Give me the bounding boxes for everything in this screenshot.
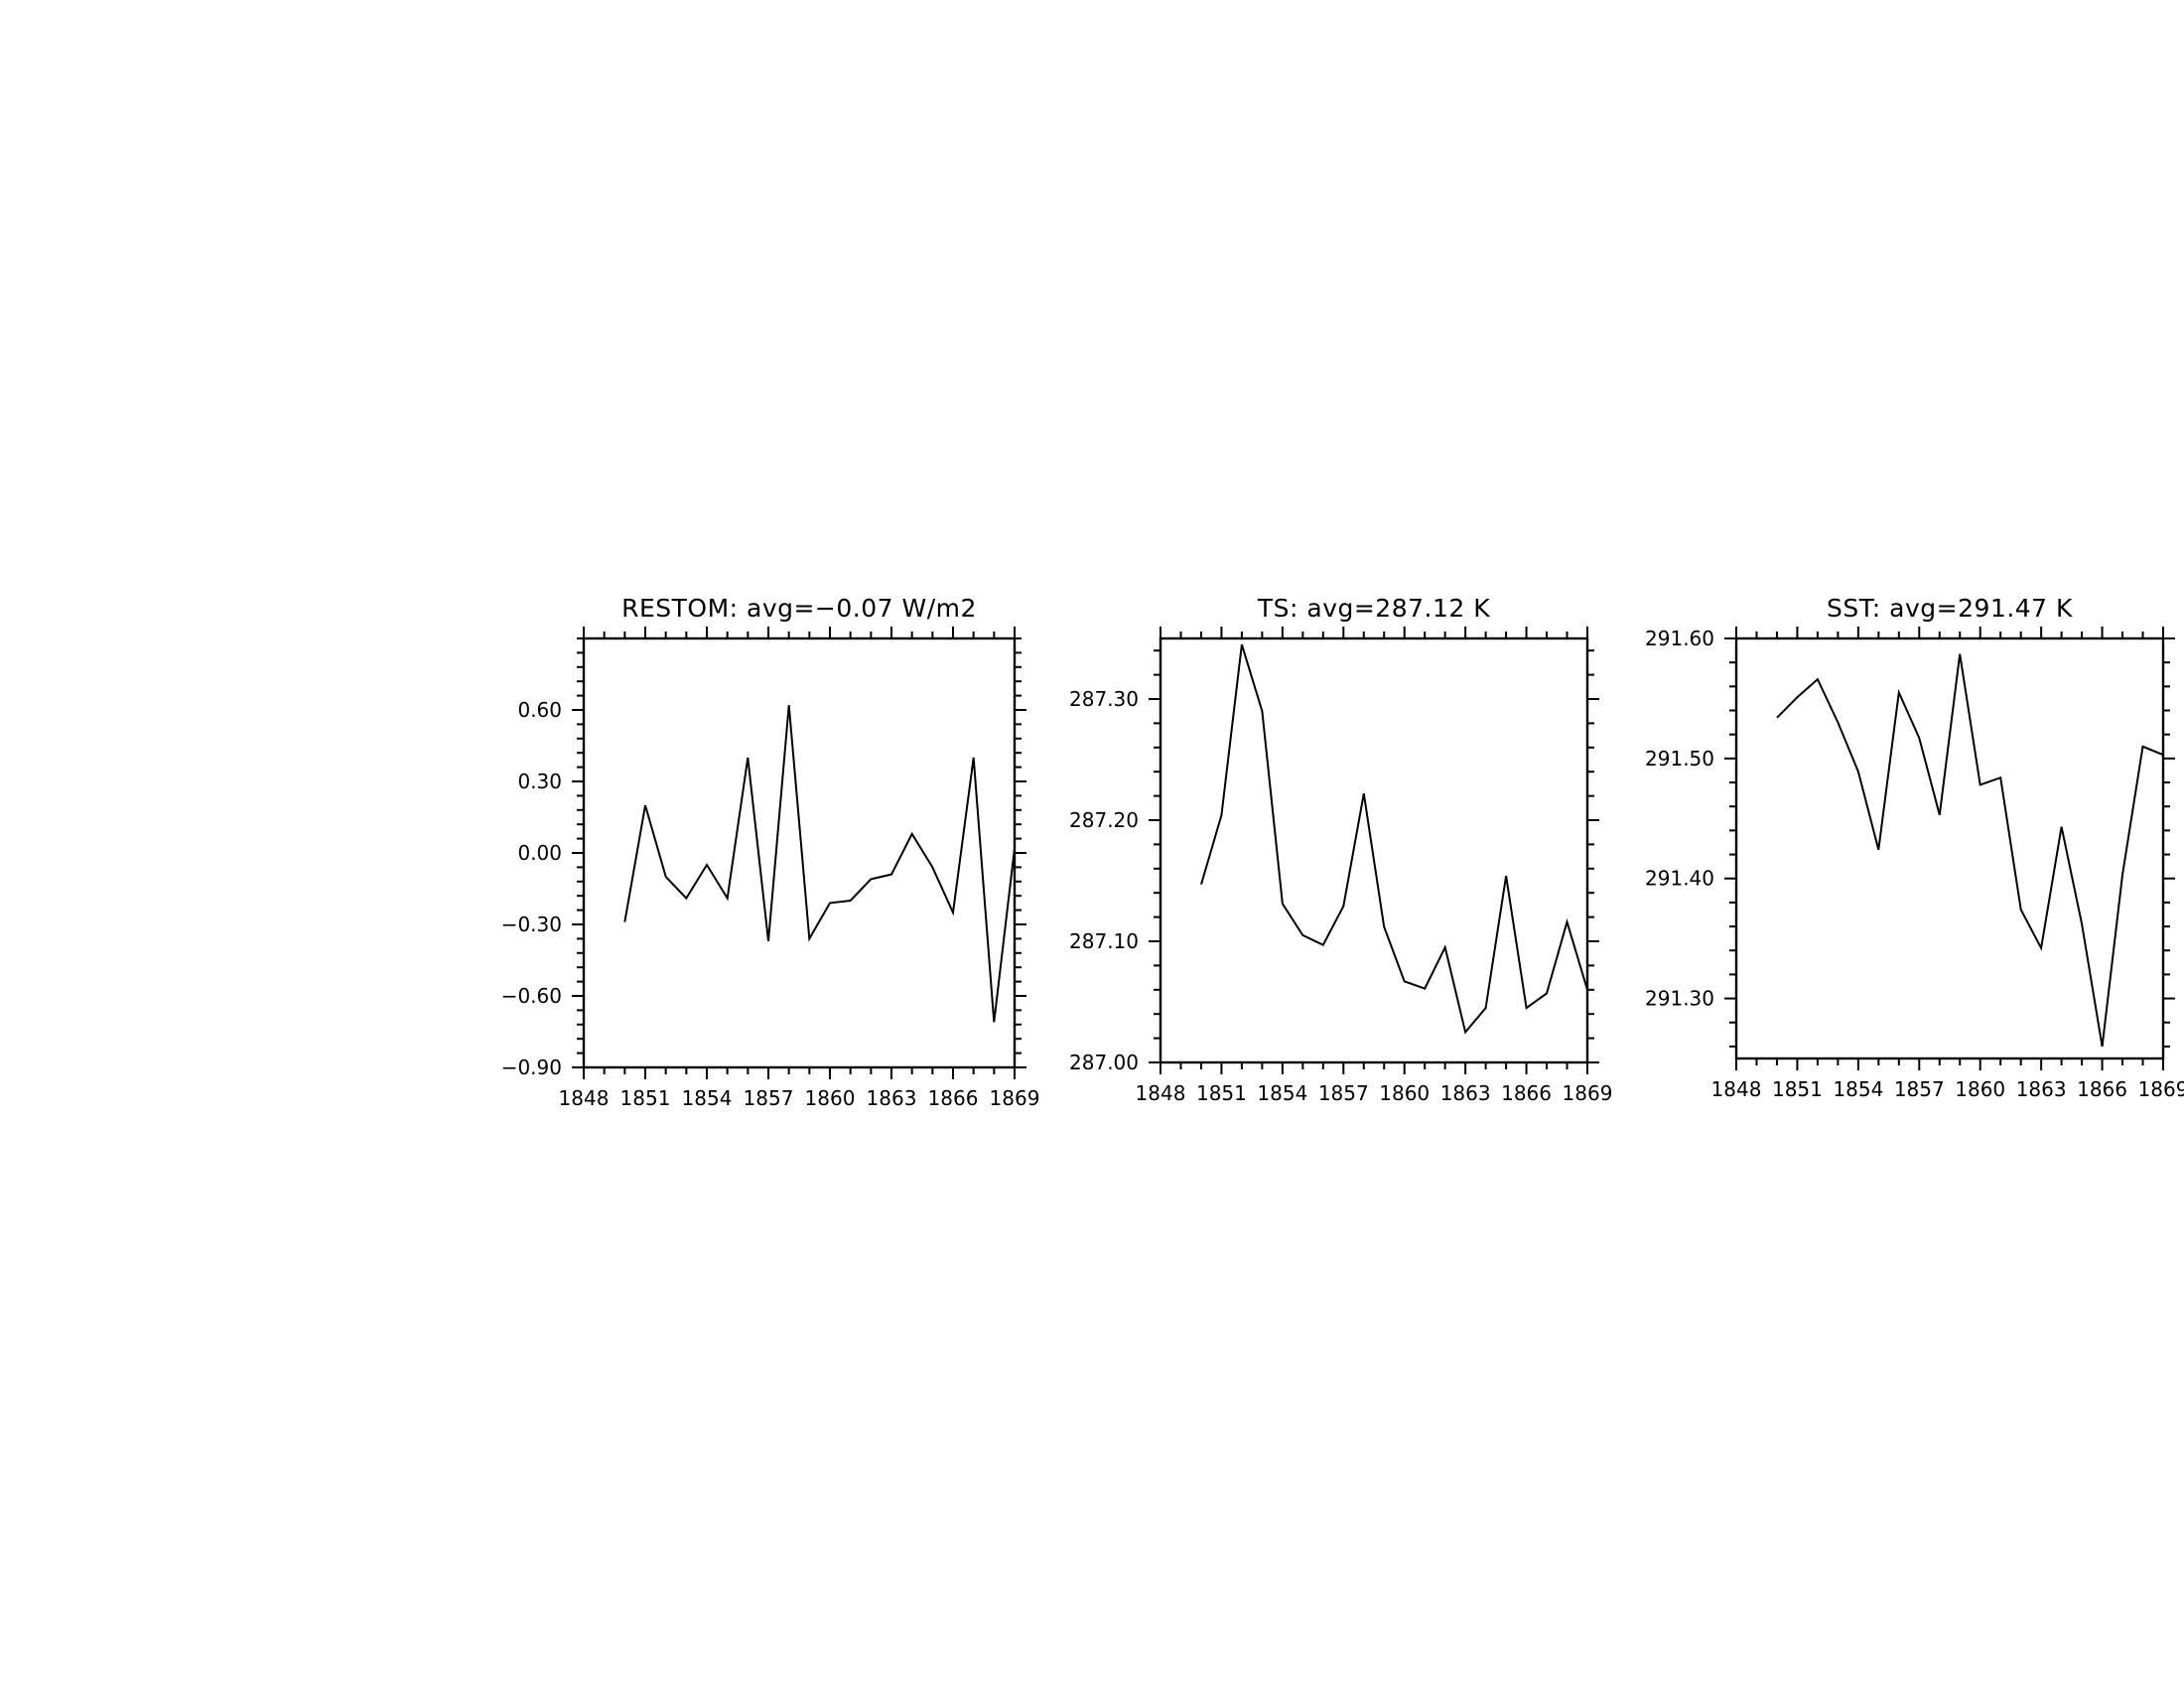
x-tick-label: 1851	[1196, 1081, 1247, 1105]
y-tick-label: 291.50	[1645, 747, 1714, 771]
x-tick-label: 1863	[867, 1086, 917, 1110]
x-tick-label: 1866	[1501, 1081, 1552, 1105]
x-tick-label: 1848	[1136, 1081, 1186, 1105]
x-tick-label: 1854	[682, 1086, 733, 1110]
y-tick-label: −0.90	[501, 1055, 562, 1079]
x-tick-label: 1857	[1894, 1077, 1945, 1101]
x-tick-label: 1848	[559, 1086, 610, 1110]
x-tick-label: 1851	[1772, 1077, 1823, 1101]
x-tick-label: 1869	[990, 1086, 1040, 1110]
x-tick-label: 1863	[1440, 1081, 1491, 1105]
x-tick-label: 1866	[2077, 1077, 2127, 1101]
x-tick-label: 1860	[1955, 1077, 2005, 1101]
chart-panel-sst: SST: avg=291.47 K 1848 1851 1854 1857 1860 186…	[1645, 594, 2184, 1101]
x-tick-label: 1857	[1318, 1081, 1369, 1105]
series-line	[1200, 643, 1588, 1035]
plot-frame	[1159, 636, 1589, 1064]
series-line	[623, 705, 1016, 1023]
chart-title: RESTOM: avg=−0.07 W/m2	[621, 594, 977, 623]
x-tick-label: 1854	[1833, 1077, 1883, 1101]
x-tick-label: 1851	[620, 1086, 671, 1110]
y-tick-label: 287.10	[1069, 929, 1139, 953]
y-tick-label: 0.00	[517, 841, 562, 865]
chart-title: TS: avg=287.12 K	[1257, 594, 1490, 623]
chart-title: SST: avg=291.47 K	[1827, 594, 2073, 623]
x-tick-label: 1869	[1563, 1081, 1613, 1105]
y-tick-label: 291.60	[1645, 627, 1714, 650]
y-tick-label: 291.40	[1645, 867, 1714, 891]
plot-frame	[1734, 636, 2165, 1060]
series-line	[1776, 653, 2164, 1048]
y-tick-label: −0.60	[501, 984, 562, 1008]
x-tick-label: 1866	[928, 1086, 979, 1110]
y-tick-label: 287.00	[1069, 1051, 1139, 1074]
x-tick-label: 1848	[1711, 1077, 1762, 1101]
x-tick-label: 1869	[2138, 1077, 2184, 1101]
x-tick-label: 1860	[805, 1086, 856, 1110]
chart-panel-ts: TS: avg=287.12 K 1848 1851 1854 1857 1860 1863…	[1069, 594, 1612, 1105]
y-tick-label: −0.30	[501, 913, 562, 936]
x-tick-label: 1863	[2016, 1077, 2067, 1101]
y-tick-label: 0.60	[517, 698, 562, 722]
x-tick-label: 1860	[1379, 1081, 1430, 1105]
y-tick-label: 0.30	[517, 770, 562, 793]
plot-frame	[582, 636, 1017, 1069]
y-tick-label: 291.30	[1645, 987, 1714, 1011]
x-tick-label: 1857	[744, 1086, 794, 1110]
chart-panel-restom: RESTOM: avg=−0.07 W/m2 1848 1851 1854 1857 18…	[501, 594, 1040, 1110]
y-tick-label: 287.20	[1069, 808, 1139, 832]
x-tick-label: 1854	[1257, 1081, 1307, 1105]
y-tick-label: 287.30	[1069, 687, 1139, 711]
